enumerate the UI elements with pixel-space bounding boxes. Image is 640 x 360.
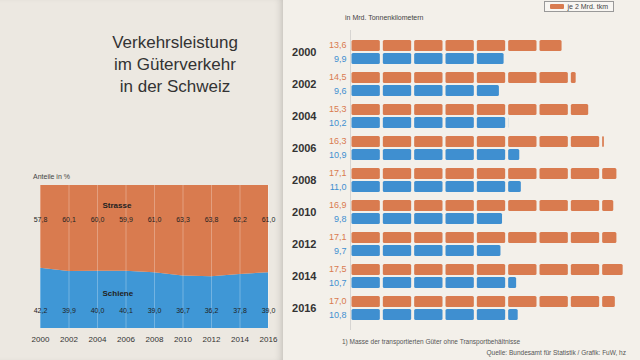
svg-text:40,0: 40,0	[91, 307, 105, 314]
svg-text:14,5: 14,5	[329, 72, 347, 82]
svg-text:17,1: 17,1	[329, 232, 347, 242]
svg-text:2012: 2012	[203, 335, 221, 344]
svg-text:9,9: 9,9	[334, 54, 347, 64]
svg-text:2000: 2000	[292, 46, 316, 58]
svg-text:2006: 2006	[292, 142, 316, 154]
svg-text:60,1: 60,1	[62, 216, 76, 223]
svg-text:60,0: 60,0	[91, 216, 105, 223]
svg-text:2010: 2010	[292, 206, 316, 218]
html-text:Quelle: Bundesamt für Statisti: Quelle: Bundesamt für Statistik / Grafik…	[486, 349, 626, 356]
svg-text:2002: 2002	[292, 78, 316, 90]
svg-text:2004: 2004	[89, 335, 107, 344]
svg-text:2006: 2006	[117, 335, 135, 344]
svg-text:16,9: 16,9	[329, 200, 347, 210]
svg-text:9,7: 9,7	[334, 246, 347, 256]
html-text:Verkehrsleistung im Güterverke: Verkehrsleistung im Güterverkehr in der …	[112, 33, 238, 96]
svg-text:2012: 2012	[292, 238, 316, 250]
svg-text:10,7: 10,7	[329, 278, 347, 288]
svg-text:17,5: 17,5	[329, 264, 347, 274]
svg-text:9,6: 9,6	[334, 86, 347, 96]
svg-text:2002: 2002	[60, 335, 78, 344]
svg-text:2016: 2016	[292, 302, 316, 314]
svg-text:61,0: 61,0	[262, 216, 276, 223]
svg-text:39,0: 39,0	[148, 307, 162, 314]
svg-text:63,8: 63,8	[205, 216, 219, 223]
svg-text:37,8: 37,8	[233, 307, 247, 314]
svg-text:10,9: 10,9	[329, 150, 347, 160]
svg-text:36,2: 36,2	[205, 307, 219, 314]
svg-text:39,0: 39,0	[262, 307, 276, 314]
svg-text:63,3: 63,3	[176, 216, 190, 223]
svg-text:57,8: 57,8	[34, 216, 48, 223]
svg-text:59,9: 59,9	[119, 216, 133, 223]
svg-text:Schiene: Schiene	[103, 289, 134, 298]
svg-text:2010: 2010	[174, 335, 192, 344]
svg-text:15,3: 15,3	[329, 104, 347, 114]
svg-text:2014: 2014	[231, 335, 249, 344]
svg-text:2014: 2014	[292, 270, 317, 282]
svg-text:36,7: 36,7	[176, 307, 190, 314]
svg-text:10,2: 10,2	[329, 118, 347, 128]
svg-text:11,0: 11,0	[330, 182, 347, 192]
svg-text:40,1: 40,1	[119, 307, 133, 314]
html-text:in Mrd. Tonnenkilometern: in Mrd. Tonnenkilometern	[345, 14, 424, 21]
svg-text:10,8: 10,8	[329, 310, 347, 320]
html-text:Anteile in %: Anteile in %	[33, 173, 70, 180]
html-text:1) Masse der transportierten G: 1) Masse der transportierten Güter ohne …	[342, 338, 521, 345]
svg-text:2016: 2016	[260, 335, 278, 344]
html-text:je 2 Mrd. tkm: je 2 Mrd. tkm	[567, 3, 608, 10]
svg-text:2000: 2000	[32, 335, 50, 344]
svg-text:9,8: 9,8	[334, 214, 347, 224]
svg-text:42,2: 42,2	[34, 307, 48, 314]
svg-text:13,6: 13,6	[329, 40, 347, 50]
svg-text:2008: 2008	[146, 335, 164, 344]
svg-text:39,9: 39,9	[62, 307, 76, 314]
svg-text:17,1: 17,1	[329, 168, 347, 178]
svg-text:2004: 2004	[292, 110, 317, 122]
svg-text:2008: 2008	[292, 174, 316, 186]
svg-text:17,0: 17,0	[329, 296, 347, 306]
svg-text:16,3: 16,3	[329, 136, 347, 146]
svg-text:62,2: 62,2	[233, 216, 247, 223]
svg-text:61,0: 61,0	[148, 216, 162, 223]
svg-text:Strasse: Strasse	[103, 201, 132, 210]
